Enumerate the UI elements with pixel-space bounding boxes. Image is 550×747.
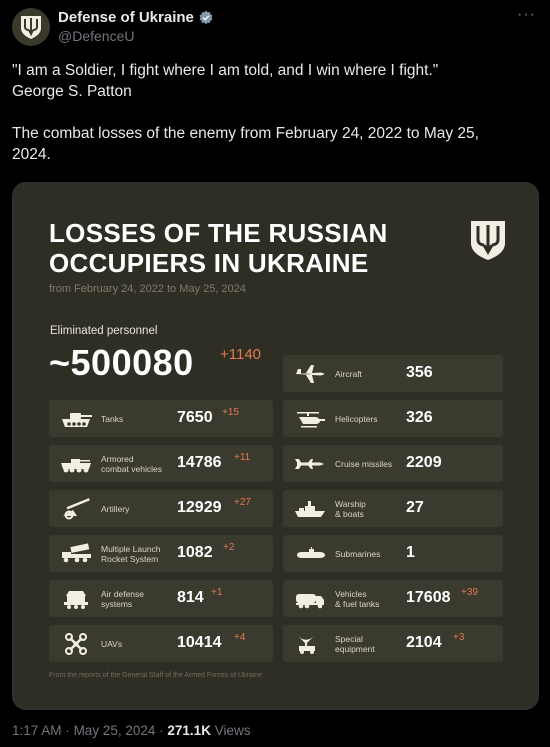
verified-badge-icon bbox=[199, 10, 213, 24]
stat-value: 326 bbox=[406, 409, 433, 426]
stat-value: 17608 bbox=[406, 589, 451, 606]
stat-rocket-systems: Multiple Launch Rocket System 1082 +2 bbox=[49, 535, 273, 572]
fuel-truck-icon bbox=[296, 594, 324, 609]
armored-vehicle-icon bbox=[61, 459, 91, 473]
tweet-line-body: The combat losses of the enemy from Febr… bbox=[12, 125, 479, 142]
stat-cruise-missiles: Cruise missiles 2209 bbox=[283, 445, 503, 482]
title-line-2: OCCUPIERS IN UKRAINE bbox=[49, 248, 369, 278]
stat-value: 1082 bbox=[177, 544, 213, 561]
stat-value: 14786 bbox=[177, 454, 222, 471]
tweet-text: "I am a Soldier, I fight where I am told… bbox=[12, 60, 538, 165]
stat-submarines: Submarines 1 bbox=[283, 535, 503, 572]
views-label: Views bbox=[214, 723, 251, 738]
account-name-row[interactable]: Defense of Ukraine bbox=[58, 9, 214, 26]
aircraft-icon bbox=[296, 365, 325, 383]
stat-delta: +4 bbox=[234, 632, 246, 643]
stat-delta: +27 bbox=[234, 497, 251, 508]
air-defense-icon bbox=[64, 591, 88, 609]
warship-icon bbox=[295, 501, 325, 517]
infographic-footer: From the reports of the General Staff of… bbox=[49, 672, 263, 679]
stat-label: Vehicles & fuel tanks bbox=[335, 588, 380, 609]
stat-value: 2209 bbox=[406, 454, 442, 471]
submarine-icon bbox=[297, 547, 325, 558]
stat-uavs: UAVs 10414 +4 bbox=[49, 625, 273, 662]
stat-value: 7650 bbox=[177, 409, 213, 426]
stat-label: Multiple Launch Rocket System bbox=[101, 543, 161, 564]
stat-delta: +2 bbox=[223, 542, 235, 553]
stat-vehicles-fuel: Vehicles & fuel tanks 17608 +39 bbox=[283, 580, 503, 617]
personnel-label: Eliminated personnel bbox=[50, 325, 158, 337]
stat-delta: +1 bbox=[211, 587, 223, 598]
stat-value: 1 bbox=[406, 544, 415, 561]
stat-label: Artillery bbox=[101, 503, 130, 514]
stat-armored-vehicles: Armored combat vehicles 14786 +11 bbox=[49, 445, 273, 482]
stat-label: Warship & boats bbox=[335, 498, 366, 519]
stat-label: Helicopters bbox=[335, 413, 378, 424]
stat-delta: +39 bbox=[461, 587, 478, 598]
infographic-title: LOSSES OF THE RUSSIAN OCCUPIERS IN UKRAI… bbox=[49, 218, 388, 278]
infographic-image[interactable]: LOSSES OF THE RUSSIAN OCCUPIERS IN UKRAI… bbox=[12, 182, 539, 710]
stat-value: 12929 bbox=[177, 499, 222, 516]
cruise-missile-icon bbox=[295, 459, 324, 469]
stat-label: Aircraft bbox=[335, 368, 362, 379]
views-count: 271.1K bbox=[167, 723, 211, 738]
stat-label: Submarines bbox=[335, 548, 381, 559]
stat-tanks: Tanks 7650 +15 bbox=[49, 400, 273, 437]
stat-label: Special equipment bbox=[335, 633, 375, 654]
drone-icon bbox=[65, 633, 87, 655]
stat-value: 814 bbox=[177, 589, 204, 606]
stat-label: Cruise missiles bbox=[335, 458, 393, 469]
stat-label: UAVs bbox=[101, 638, 123, 649]
stat-aircraft: Aircraft 356 bbox=[283, 355, 503, 392]
stat-label: Armored combat vehicles bbox=[101, 453, 162, 474]
tweet-meta: 1:17 AM · May 25, 2024 · 271.1K Views bbox=[12, 723, 251, 738]
tweet-time[interactable]: 1:17 AM bbox=[12, 723, 62, 738]
tweet-line-body-end: 2024. bbox=[12, 146, 51, 163]
stat-delta: +3 bbox=[453, 632, 465, 643]
stat-artillery: Artillery 12929 +27 bbox=[49, 490, 273, 527]
helicopter-icon bbox=[297, 412, 325, 428]
stat-value: 2104 bbox=[406, 634, 442, 651]
personnel-value: ~500080 bbox=[49, 342, 194, 383]
meta-separator: · bbox=[65, 723, 70, 738]
stat-delta: +15 bbox=[222, 407, 239, 418]
meta-separator: · bbox=[159, 723, 164, 738]
stat-value: 10414 bbox=[177, 634, 222, 651]
stat-label: Air defense systems bbox=[101, 588, 144, 609]
stat-special-equipment: Special equipment 2104 +3 bbox=[283, 625, 503, 662]
stat-air-defense: Air defense systems 814 +1 bbox=[49, 580, 273, 617]
tweet-line-author: George S. Patton bbox=[12, 83, 132, 100]
personnel-delta: +1140 bbox=[220, 346, 262, 363]
stat-value: 356 bbox=[406, 364, 433, 381]
stat-helicopters: Helicopters 326 bbox=[283, 400, 503, 437]
stat-warships: Warship & boats 27 bbox=[283, 490, 503, 527]
infographic-subtitle: from February 24, 2022 to May 25, 2024 bbox=[49, 283, 246, 295]
artillery-icon bbox=[63, 498, 90, 520]
trident-emblem-icon bbox=[21, 16, 41, 39]
account-handle[interactable]: @DefenceU bbox=[58, 28, 135, 44]
tank-icon bbox=[62, 413, 92, 427]
tweet-line-quote: "I am a Soldier, I fight where I am told… bbox=[12, 62, 439, 79]
avatar[interactable] bbox=[12, 8, 50, 46]
account-name[interactable]: Defense of Ukraine bbox=[58, 9, 194, 26]
special-equipment-icon bbox=[298, 636, 315, 654]
rocket-launcher-icon bbox=[62, 543, 91, 563]
stat-value: 27 bbox=[406, 499, 424, 516]
shield-trident-icon bbox=[471, 221, 505, 260]
tweet-date[interactable]: May 25, 2024 bbox=[73, 723, 156, 738]
title-line-1: LOSSES OF THE RUSSIAN bbox=[49, 218, 388, 248]
more-options-icon[interactable]: ··· bbox=[517, 6, 536, 23]
stat-label: Tanks bbox=[101, 413, 124, 424]
stat-delta: +11 bbox=[234, 452, 251, 463]
